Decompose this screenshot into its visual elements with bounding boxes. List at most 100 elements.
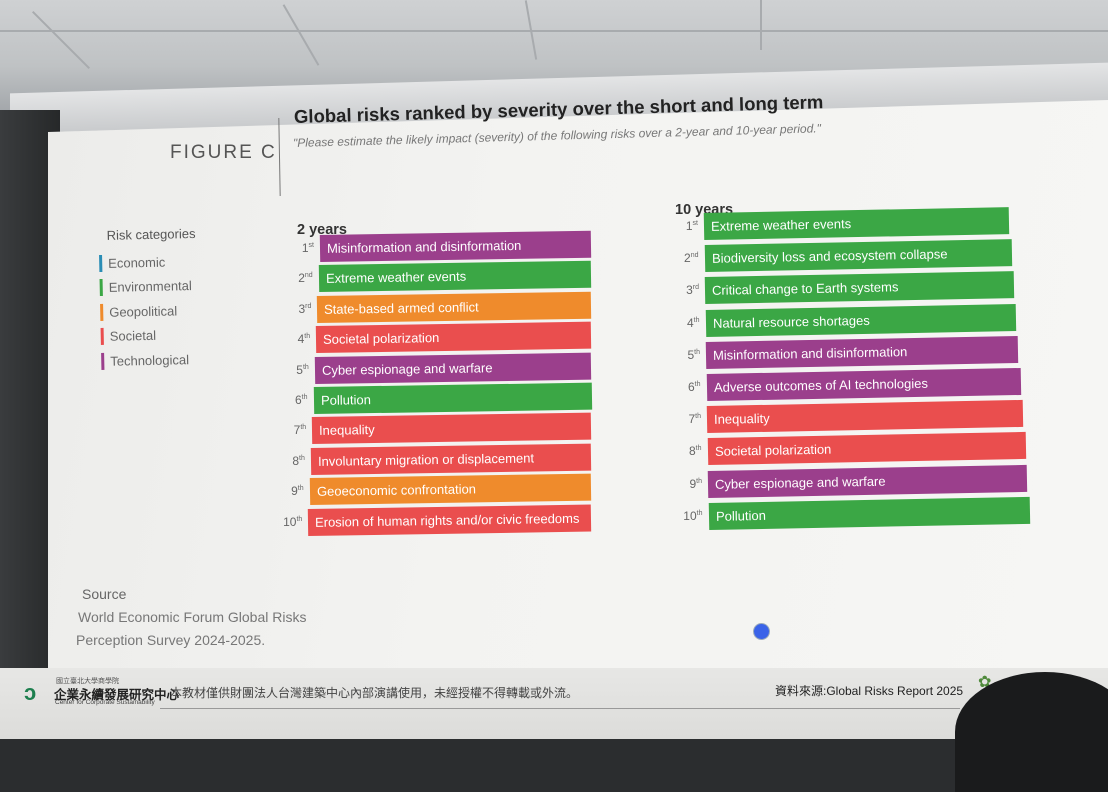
legend-label: Environmental (108, 278, 192, 296)
figure-label: FIGURE C (170, 142, 277, 163)
rank-value: 1 (685, 219, 693, 233)
rank-value: 3 (686, 283, 693, 298)
risk-bar: Societal polarization (315, 321, 592, 354)
rank-value: 5 (687, 347, 695, 362)
rank-suffix: th (301, 394, 308, 401)
rank-suffix: th (299, 454, 305, 462)
rank-suffix: rd (692, 284, 699, 292)
source-line: World Economic Forum Global Risks (78, 609, 307, 625)
rank-number: 5th (279, 363, 309, 377)
data-source: 資料來源:Global Risks Report 2025 (775, 684, 964, 698)
legend-label: Technological (110, 351, 190, 369)
rank-value: 3 (298, 301, 306, 316)
rank-suffix: nd (690, 252, 699, 260)
rank-value: 7 (293, 423, 301, 438)
legend-item: Environmental (99, 273, 196, 300)
rank-suffix: th (696, 509, 703, 517)
rank-value: 10 (283, 514, 297, 529)
ceiling-grid-line (282, 4, 320, 66)
rank-number: 8th (672, 444, 702, 458)
risk-bar: Natural resource shortages (705, 303, 1017, 337)
usage-notice: 本教材僅供財團法人台灣建築中心內部演講使用，未經授權不得轉載或外流。 (170, 686, 579, 700)
rank-value: 8 (292, 453, 300, 468)
pointer-dot (753, 623, 770, 640)
risk-bar: Misinformation and disinformation (319, 230, 592, 262)
rank-value: 2 (684, 251, 691, 266)
risk-bar: State-based armed conflict (317, 291, 592, 323)
legend-label: Geopolitical (109, 303, 178, 320)
risk-bar: Pollution (313, 382, 592, 414)
rank-value: 2 (298, 271, 305, 286)
rank-number: 9th (672, 477, 702, 491)
rank-suffix: th (695, 413, 701, 421)
rank-number: 3rd (669, 283, 699, 297)
source-note: Source World Economic Forum Global Risks… (76, 583, 306, 652)
legend-item: Societal (100, 322, 197, 349)
legend-item: Technological (101, 347, 198, 374)
rank-suffix: th (304, 333, 311, 341)
rank-number: 8th (275, 454, 305, 468)
rank-number: 4th (670, 316, 700, 330)
rank-value: 1 (301, 241, 309, 255)
rank-number: 9th (274, 484, 304, 498)
legend-heading: Risk categories (106, 225, 196, 243)
risk-bar: Geoeconomic confrontation (309, 473, 592, 506)
rank-value: 6 (687, 380, 695, 394)
rank-suffix: th (297, 485, 304, 493)
ceiling-grid-line (760, 0, 762, 50)
rank-value: 5 (296, 362, 303, 377)
rank-suffix: th (694, 381, 701, 388)
rank-number: 6th (278, 393, 308, 407)
rank-suffix: th (696, 477, 702, 485)
legend-label: Economic (108, 254, 166, 271)
rank-number: 5th (670, 348, 700, 362)
risk-bar: Involuntary migration or displacement (310, 443, 592, 475)
rank-suffix: th (300, 424, 307, 432)
legend-swatch (100, 328, 104, 346)
risk-bar: Cyber espionage and warfare (707, 464, 1028, 498)
rank-value: 7 (688, 412, 696, 427)
center-logo-icon: ↄ (24, 680, 37, 705)
rank-suffix: st (692, 220, 698, 227)
risk-legend: Risk categories Economic Environmental G… (98, 226, 198, 373)
rank-suffix: th (695, 445, 702, 453)
rank-value: 4 (297, 332, 305, 347)
rank-number: 3rd (281, 302, 311, 316)
legend-item: Geopolitical (100, 298, 197, 325)
legend-swatch (99, 254, 103, 272)
rank-number: 4th (280, 332, 311, 347)
rank-suffix: th (693, 316, 700, 324)
rank-number: 10th (272, 515, 302, 529)
risk-bar: Misinformation and disinformation (705, 335, 1019, 369)
rank-number: 7th (276, 423, 307, 438)
rank-suffix: st (308, 242, 314, 249)
rank-number: 2nd (283, 271, 313, 286)
source-line: Perception Survey 2024-2025. (76, 632, 266, 648)
slide-footer (0, 668, 1108, 739)
legend-swatch (100, 303, 104, 321)
rank-suffix: nd (304, 272, 313, 280)
risk-bar: Extreme weather events (318, 261, 592, 293)
rank-value: 8 (688, 444, 696, 459)
rank-value: 9 (689, 476, 697, 491)
rank-value: 10 (683, 508, 697, 523)
rank-value: 9 (291, 484, 298, 499)
risk-bar: Erosion of human rights and/or civic fre… (308, 504, 592, 536)
rank-value: 6 (294, 393, 302, 407)
ceiling-grid-line (32, 11, 90, 69)
rank-number: 2nd (669, 251, 699, 266)
rank-number: 7th (671, 412, 701, 426)
legend-swatch (101, 352, 105, 370)
logo-name: 企業永續發展研究中心 (54, 688, 180, 702)
legend-swatch (99, 279, 103, 297)
rank-suffix: th (302, 363, 309, 371)
ceiling-grid-line (0, 30, 1108, 32)
rank-suffix: th (694, 348, 700, 356)
rank-number: 1st (668, 219, 698, 233)
footer-rule (160, 708, 960, 709)
logo-name-english: Center for Corporate Sustainability (55, 699, 155, 706)
risk-bar: Inequality (311, 413, 592, 445)
source-heading: Source (82, 586, 127, 602)
rank-suffix: th (296, 515, 303, 523)
rank-number: 1st (284, 241, 314, 255)
